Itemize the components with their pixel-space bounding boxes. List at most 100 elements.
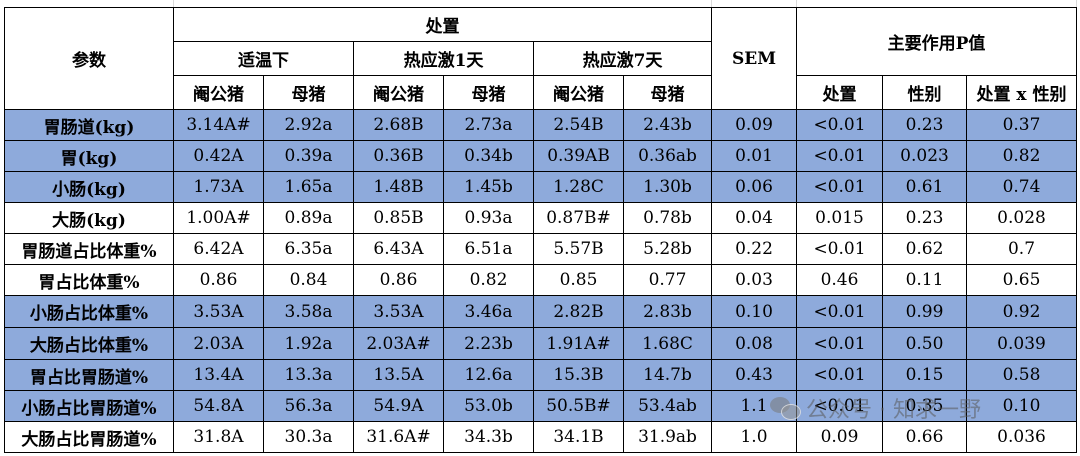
table-cell: 56.3a [263, 390, 354, 422]
row-label: 胃肠道(kg) [4, 109, 174, 141]
table-cell: 0.42A [173, 140, 264, 172]
table-cell: 2.54B [533, 109, 624, 141]
table-cell: <0.01 [796, 390, 883, 422]
table-cell: 0.10 [966, 390, 1077, 422]
table-cell: 0.028 [966, 202, 1077, 234]
table-cell: 13.3a [263, 359, 354, 391]
table-cell: 15.3B [533, 359, 624, 391]
data-table: 参数 处置 SEM 主要作用P值 适温下 热应激1天 热应激7天 阉公猪 母猪 … [4, 7, 1077, 453]
table-cell: 0.50 [882, 327, 967, 360]
table-cell: 0.92 [966, 295, 1077, 328]
table-cell: 0.87B# [533, 202, 624, 234]
table-cell: 2.23b [443, 327, 534, 360]
table-cell: 0.65 [966, 264, 1077, 296]
table-cell: 34.1B [533, 421, 624, 453]
table-cell: 0.036 [966, 421, 1077, 453]
table-cell: 2.83b [623, 295, 712, 328]
effect-header: 性别 [882, 75, 967, 110]
table-cell: 30.3a [263, 421, 354, 453]
table-row: 胃占比胃肠道% 13.4A 13.3a 13.5A 12.6a 15.3B 14.7b 0.4… [4, 359, 1077, 391]
table-cell: 1.91A# [533, 327, 624, 360]
table-cell: 3.14A# [173, 109, 264, 141]
table-row: 胃肠道(kg) 3.14A# 2.92a 2.68B 2.73a 2.54B 2.43b 0.… [4, 109, 1077, 141]
table-cell: 6.35a [263, 233, 354, 265]
table-row: 小肠占比体重% 3.53A 3.58a 3.53A 3.46a 2.82B 2.83b 0.1… [4, 295, 1077, 328]
table-cell: 0.82 [443, 264, 534, 296]
table-row: 胃肠道占比体重% 6.42A 6.35a 6.43A 6.51a 5.57B 5.28b 0.… [4, 233, 1077, 265]
table-cell: 2.82B [533, 295, 624, 328]
table-cell: 0.43 [711, 359, 797, 391]
table-cell: <0.01 [796, 295, 883, 328]
row-label: 胃肠道占比体重% [4, 233, 174, 265]
table-cell: 2.43b [623, 109, 712, 141]
row-label: 大肠(kg) [4, 202, 174, 234]
table-cell: 53.4ab [623, 390, 712, 422]
table-cell: 2.68B [353, 109, 444, 141]
table-cell: 0.61 [882, 171, 967, 203]
effect-header: 处置 [796, 75, 883, 110]
table-row: 小肠占比胃肠道% 54.8A 56.3a 54.9A 53.0b 50.5B# 53.4ab… [4, 390, 1077, 422]
table-cell: 54.9A [353, 390, 444, 422]
table-cell: 0.89a [263, 202, 354, 234]
table-cell: 0.23 [882, 202, 967, 234]
table-cell: 1.1 [711, 390, 797, 422]
table-cell: 0.015 [796, 202, 883, 234]
table-cell: 1.28C [533, 171, 624, 203]
table-cell: 2.03A [173, 327, 264, 360]
table-row: 胃占比体重% 0.86 0.84 0.86 0.82 0.85 0.77 0.03 0.46 0.… [4, 264, 1077, 296]
table-cell: 53.0b [443, 390, 534, 422]
table-cell: 0.7 [966, 233, 1077, 265]
table-cell: 13.5A [353, 359, 444, 391]
table-cell: 0.22 [711, 233, 797, 265]
table-cell: 14.7b [623, 359, 712, 391]
group-header: 热应激7天 [533, 41, 712, 76]
table-cell: 5.28b [623, 233, 712, 265]
table-cell: 0.09 [796, 421, 883, 453]
table-cell: 6.51a [443, 233, 534, 265]
table-cell: 0.93a [443, 202, 534, 234]
table-cell: 0.36B [353, 140, 444, 172]
table-cell: 0.46 [796, 264, 883, 296]
table-cell: 0.39a [263, 140, 354, 172]
table-cell: 3.53A [353, 295, 444, 328]
table-cell: 0.08 [711, 327, 797, 360]
row-label: 小肠占比胃肠道% [4, 390, 174, 422]
sex-header: 阉公猪 [533, 75, 624, 110]
table-cell: <0.01 [796, 140, 883, 172]
table-cell: 0.78b [623, 202, 712, 234]
table-cell: 6.42A [173, 233, 264, 265]
table-cell: 0.03 [711, 264, 797, 296]
table-cell: 5.57B [533, 233, 624, 265]
table-cell: 1.48B [353, 171, 444, 203]
table-cell: 0.04 [711, 202, 797, 234]
table-cell: 31.8A [173, 421, 264, 453]
table-cell: 0.62 [882, 233, 967, 265]
table-cell: 0.58 [966, 359, 1077, 391]
table-cell: 0.86 [173, 264, 264, 296]
table-cell: 0.86 [353, 264, 444, 296]
table-cell: 0.66 [882, 421, 967, 453]
table-cell: 1.92a [263, 327, 354, 360]
table-cell: <0.01 [796, 109, 883, 141]
table-cell: 1.0 [711, 421, 797, 453]
row-label: 胃(kg) [4, 140, 174, 172]
sex-header: 母猪 [263, 75, 354, 110]
table-cell: 0.99 [882, 295, 967, 328]
table-cell: 50.5B# [533, 390, 624, 422]
table-row: 大肠(kg) 1.00A# 0.89a 0.85B 0.93a 0.87B# 0.78b 0.… [4, 202, 1077, 234]
table-cell: 1.68C [623, 327, 712, 360]
table-cell: 3.53A [173, 295, 264, 328]
table-cell: 31.9ab [623, 421, 712, 453]
table-cell: 31.6A# [353, 421, 444, 453]
table-cell: 0.74 [966, 171, 1077, 203]
table-row: 小肠(kg) 1.73A 1.65a 1.48B 1.45b 1.28C 1.30b 0.06… [4, 171, 1077, 203]
table-cell: <0.01 [796, 359, 883, 391]
table-cell: 0.37 [966, 109, 1077, 141]
table-cell: 1.73A [173, 171, 264, 203]
group-header: 热应激1天 [353, 41, 534, 76]
table-cell: 2.03A# [353, 327, 444, 360]
table-cell: 0.39AB [533, 140, 624, 172]
table-row: 大肠占比胃肠道% 31.8A 30.3a 31.6A# 34.3b 34.1B 31.9ab… [4, 421, 1077, 453]
table-cell: 0.15 [882, 359, 967, 391]
table-cell: 0.23 [882, 109, 967, 141]
